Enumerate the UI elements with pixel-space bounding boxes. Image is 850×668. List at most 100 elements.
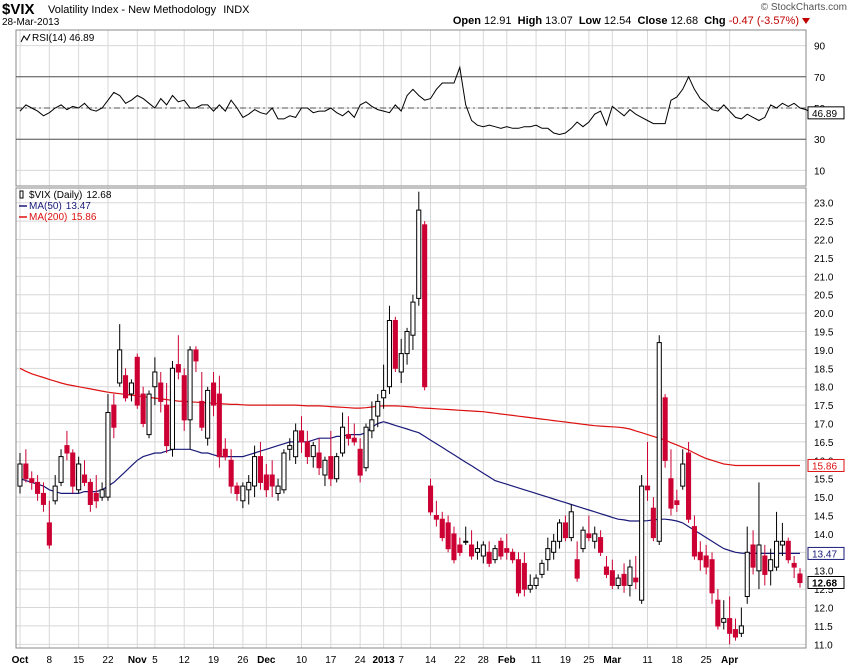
- candle-body: [240, 485, 246, 502]
- price-candle: [697, 541, 703, 571]
- x-axis-label: Apr: [721, 655, 738, 666]
- price-candle: [363, 423, 369, 472]
- price-y-tick-label: 18.0: [814, 383, 834, 394]
- price-candle: [193, 346, 199, 372]
- price-candle: [316, 438, 322, 476]
- candle-body: [87, 481, 93, 505]
- price-candle: [175, 335, 181, 380]
- chg-value: -0.47 (-3.57%): [728, 15, 799, 27]
- candle-body: [164, 404, 170, 447]
- candle-body: [310, 445, 316, 458]
- x-axis-label: 24: [355, 655, 367, 666]
- x-axis-label: 25: [583, 655, 595, 666]
- x-axis-label: Oct: [12, 655, 29, 666]
- x-axis-label: 14: [425, 655, 437, 666]
- candle-body: [345, 434, 351, 439]
- candle-body: [750, 544, 756, 568]
- price-legend-name: MA(200): [29, 212, 67, 223]
- candle-body: [299, 430, 305, 443]
- watermark: © StockCharts.com: [760, 2, 847, 13]
- price-candle: [609, 559, 615, 590]
- x-axis-label: 8: [47, 655, 53, 666]
- price-candle: [211, 372, 217, 417]
- price-candle: [504, 533, 510, 560]
- candle-body: [738, 625, 744, 634]
- candle-body: [439, 518, 445, 539]
- price-panel-frame: [15, 187, 807, 649]
- candle-body: [645, 485, 651, 491]
- price-y-tick-label: 14.0: [814, 530, 834, 541]
- x-axis-label: Nov: [128, 655, 147, 666]
- price-candle: [533, 574, 539, 590]
- candle-body: [117, 349, 123, 384]
- candle-body: [316, 452, 322, 469]
- x-axis-label: 7: [398, 655, 404, 666]
- price-candle: [463, 526, 469, 545]
- candle-body: [169, 367, 175, 450]
- candle-body: [287, 445, 293, 450]
- candle-body: [46, 522, 52, 546]
- x-axis-label: 28: [478, 655, 490, 666]
- x-axis-label: 2013: [372, 655, 395, 666]
- candle-body: [293, 430, 299, 458]
- rsi-last-value-box: [807, 106, 845, 120]
- price-candle: [756, 482, 762, 590]
- price-candle: [680, 449, 686, 490]
- price-candle: [727, 596, 733, 645]
- candle-body: [515, 559, 522, 594]
- price-candle: [738, 607, 744, 637]
- candle-body: [281, 452, 287, 491]
- price-legend-candle-icon: [19, 190, 24, 199]
- price-candle: [205, 386, 211, 446]
- price-candle: [158, 372, 164, 413]
- price-candle: [592, 526, 598, 549]
- candle-body: [557, 522, 563, 542]
- candle-body: [228, 459, 234, 487]
- candle-body: [146, 393, 152, 436]
- candle-body: [392, 320, 398, 369]
- price-candle: [287, 438, 293, 461]
- rsi-series-line: [19, 65, 812, 136]
- candle-body: [785, 540, 791, 561]
- price-candle: [785, 537, 791, 564]
- rsi-last-value-label: 46.89: [812, 109, 837, 120]
- x-axis-label: 11: [642, 655, 653, 666]
- candle-body: [463, 540, 469, 543]
- price-candle: [791, 556, 797, 579]
- price-candle: [328, 430, 334, 487]
- price-value-box: [807, 458, 845, 472]
- x-axis-label: 22: [454, 655, 466, 666]
- candle-body: [211, 382, 217, 406]
- price-y-tick-label: 11.5: [814, 622, 833, 633]
- candle-body: [539, 562, 545, 575]
- price-candle: [240, 482, 246, 509]
- price-candle: [181, 368, 187, 431]
- price-candles: [17, 191, 803, 645]
- price-candle: [164, 383, 170, 453]
- close-value: 12.68: [670, 15, 699, 27]
- candle-body: [791, 562, 797, 568]
- chg-label: Chg: [704, 15, 726, 27]
- candle-body: [621, 573, 627, 586]
- price-candle: [310, 441, 316, 468]
- candle-body: [158, 382, 164, 402]
- rsi-y-tick-label: 70: [814, 73, 826, 84]
- price-candle: [779, 522, 786, 556]
- price-candle: [486, 541, 492, 568]
- candle-body: [269, 474, 275, 487]
- price-candle: [469, 530, 475, 560]
- price-candle: [117, 324, 123, 387]
- candle-body: [334, 456, 340, 480]
- rsi-legend-icon: [20, 33, 31, 43]
- price-y-tick-label: 17.0: [814, 420, 834, 431]
- price-candle: [639, 475, 645, 604]
- exchange-label: INDX: [223, 4, 250, 16]
- candle-body: [152, 371, 158, 388]
- price-candle: [93, 475, 99, 509]
- price-candle: [410, 294, 416, 350]
- price-grid: [16, 188, 806, 648]
- candle-body: [709, 559, 715, 594]
- candle-body: [656, 342, 662, 542]
- x-axis-label: 12: [179, 655, 191, 666]
